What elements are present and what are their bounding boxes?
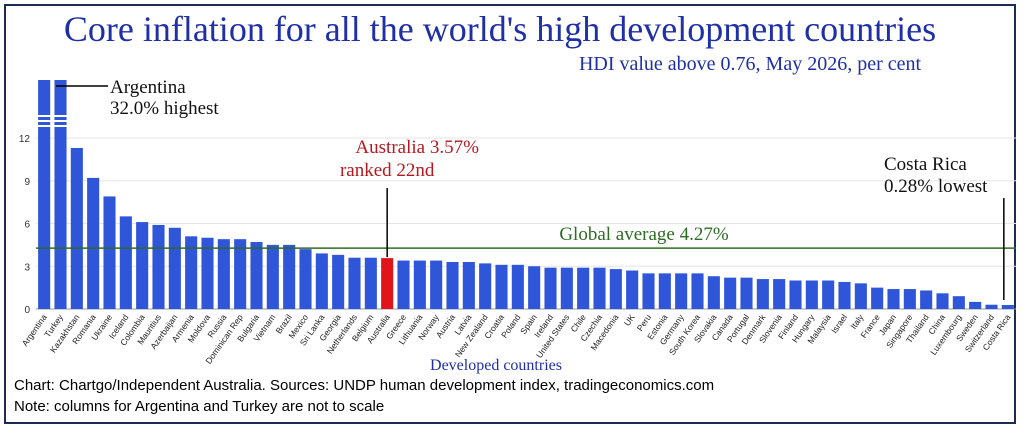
bar-armenia xyxy=(185,236,198,309)
bar-turkey xyxy=(54,80,67,309)
bar-croatia xyxy=(495,264,508,309)
bar-peru xyxy=(642,273,655,309)
bar-slovenia xyxy=(773,279,786,309)
bar-brazil xyxy=(283,244,296,309)
chart-subtitle: HDI value above 0.76, May 2026, per cent xyxy=(578,53,922,75)
bar-czechia xyxy=(593,267,606,309)
bar-france xyxy=(871,287,884,309)
bar-australia xyxy=(381,258,394,309)
bar-thailand xyxy=(920,290,933,309)
chart-frame xyxy=(4,4,1016,424)
scale-note: Note: columns for Argentina and Turkey a… xyxy=(14,398,385,415)
y-tick-label: 0 xyxy=(24,305,30,316)
bar-poland xyxy=(511,264,524,309)
bar-costa-rica xyxy=(1001,305,1014,309)
highest-annotation-value: 32.0% highest xyxy=(110,98,219,119)
chart-title: Core inflation for all the world's high … xyxy=(63,9,937,49)
y-tick-label: 3 xyxy=(24,262,30,273)
bar-romania xyxy=(87,177,100,309)
category-label: Israel xyxy=(829,312,849,335)
bar-lithuania xyxy=(413,260,426,309)
bar-germany xyxy=(675,273,688,309)
bar-luxembourg xyxy=(952,296,965,309)
highlight-annotation: Australia 3.57% xyxy=(355,137,479,158)
y-tick-label: 12 xyxy=(19,134,31,145)
bar-norway xyxy=(430,260,443,309)
highlight-annotation-rank: ranked 22nd xyxy=(340,160,435,181)
bar-bulgaria xyxy=(250,242,263,309)
bar-sweden xyxy=(969,301,982,309)
y-tick-label: 9 xyxy=(24,177,30,188)
bar-mexico xyxy=(299,249,312,309)
bar-dominican-rep xyxy=(234,239,247,309)
bar-iceland xyxy=(119,216,132,309)
bar-spain xyxy=(528,266,541,309)
lowest-annotation-value: 0.28% lowest xyxy=(884,176,988,197)
bar-georgia xyxy=(332,254,345,309)
bar-azerbaijan xyxy=(168,227,181,309)
bar-austria xyxy=(446,261,459,309)
bar-belgium xyxy=(364,257,377,309)
bar-macedonia xyxy=(609,269,622,309)
bar-mauritius xyxy=(152,224,165,309)
source-credit: Chart: Chartgo/Independent Australia. So… xyxy=(14,377,715,394)
bar-italy xyxy=(854,283,867,309)
bar-moldova xyxy=(201,237,214,309)
bar-china xyxy=(936,293,949,309)
bar-hungary xyxy=(805,280,818,309)
bar-new-zealand xyxy=(479,263,492,309)
bar-sri-lanka xyxy=(315,253,328,309)
bar-argentina xyxy=(38,80,51,309)
bar-chile xyxy=(577,267,590,309)
average-label: Global average 4.27% xyxy=(559,224,729,245)
highest-annotation: Argentina xyxy=(110,77,186,98)
bar-vietnam xyxy=(266,244,279,309)
bar-canada xyxy=(724,277,737,309)
bar-slovakia xyxy=(707,276,720,309)
bar-israel xyxy=(838,281,851,309)
bar-switzerland xyxy=(985,304,998,309)
bar-colombia xyxy=(136,222,149,309)
y-tick-label: 6 xyxy=(24,220,30,231)
bar-kazakhstan xyxy=(70,147,83,309)
bar-portugal xyxy=(740,277,753,309)
bar-greece xyxy=(397,260,410,309)
bar-uk xyxy=(626,270,639,309)
x-axis-label: Developed countries xyxy=(430,357,562,374)
bar-netherlands xyxy=(348,257,361,309)
bar-ireland xyxy=(544,267,557,309)
bar-ukraine xyxy=(103,196,116,309)
bar-singapore xyxy=(903,289,916,309)
bar-south-korea xyxy=(691,273,704,309)
bar-malaysia xyxy=(822,280,835,309)
bar-united-states xyxy=(560,267,573,309)
bar-finland xyxy=(789,280,802,309)
bar-latvia xyxy=(462,261,475,309)
lowest-annotation: Costa Rica xyxy=(884,154,967,175)
bar-russia xyxy=(217,239,230,309)
bar-japan xyxy=(887,289,900,309)
bar-denmark xyxy=(756,279,769,309)
bar-estonia xyxy=(658,273,671,309)
